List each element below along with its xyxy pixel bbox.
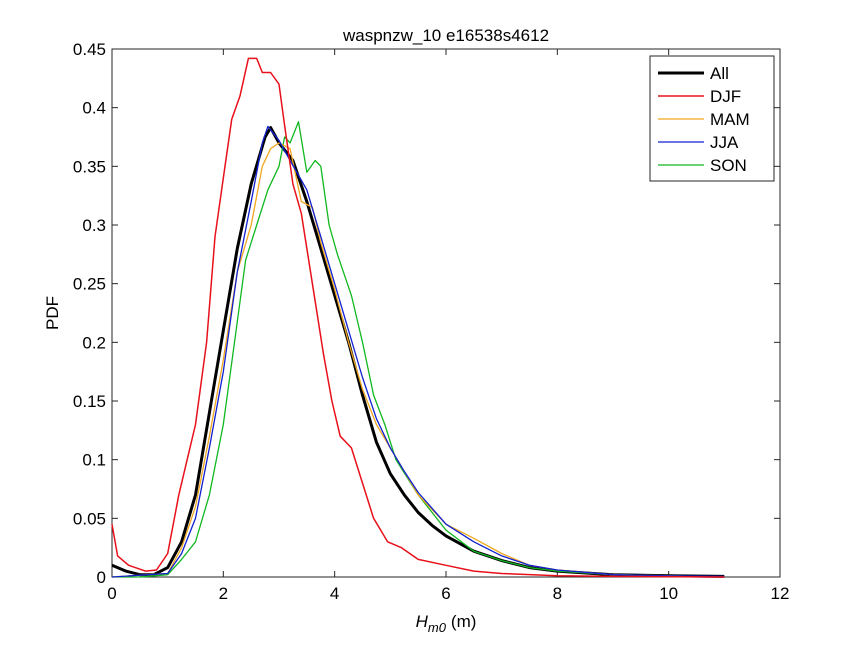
series-line-djf (111, 57, 725, 578)
series-line-mam (111, 142, 725, 578)
series-line-jja (111, 125, 725, 578)
series-line-son (112, 121, 725, 578)
x-tick-label: 6 (441, 584, 450, 603)
y-tick-label: 0.35 (73, 157, 106, 176)
x-tick-label: 12 (771, 584, 790, 603)
y-tick-label: 0.15 (73, 392, 106, 411)
y-tick-label: 0.4 (82, 99, 106, 118)
y-tick-label: 0.1 (82, 451, 106, 470)
x-axis-label: Hm0 (m) (416, 612, 477, 635)
legend-label-son: SON (710, 156, 747, 175)
x-axis-label-main: H (416, 612, 429, 631)
legend-label-mam: MAM (710, 110, 750, 129)
x-tick-label: 10 (659, 584, 678, 603)
legend: All DJF MAM JJA SON (649, 55, 775, 182)
x-tick-label: 2 (219, 584, 228, 603)
chart-title: waspnzw_10 e16538s4612 (342, 26, 549, 45)
y-tick-label: 0 (97, 568, 106, 587)
y-axis-label: PDF (43, 296, 62, 330)
y-tick-label: 0.05 (73, 509, 106, 528)
x-tick-label: 4 (330, 584, 339, 603)
x-tick-label: 0 (107, 584, 116, 603)
x-tick-label: 8 (553, 584, 562, 603)
legend-label-djf: DJF (710, 87, 741, 106)
y-tick-label: 0.25 (73, 275, 106, 294)
legend-label-jja: JJA (710, 133, 739, 152)
y-tick-label: 0.3 (82, 216, 106, 235)
y-tick-label: 0.2 (82, 333, 106, 352)
legend-label-all: All (710, 64, 729, 83)
y-tick-label: 0.45 (73, 40, 106, 59)
x-axis-label-unit: (m) (451, 612, 476, 631)
x-axis-label-sub: m0 (428, 620, 447, 635)
